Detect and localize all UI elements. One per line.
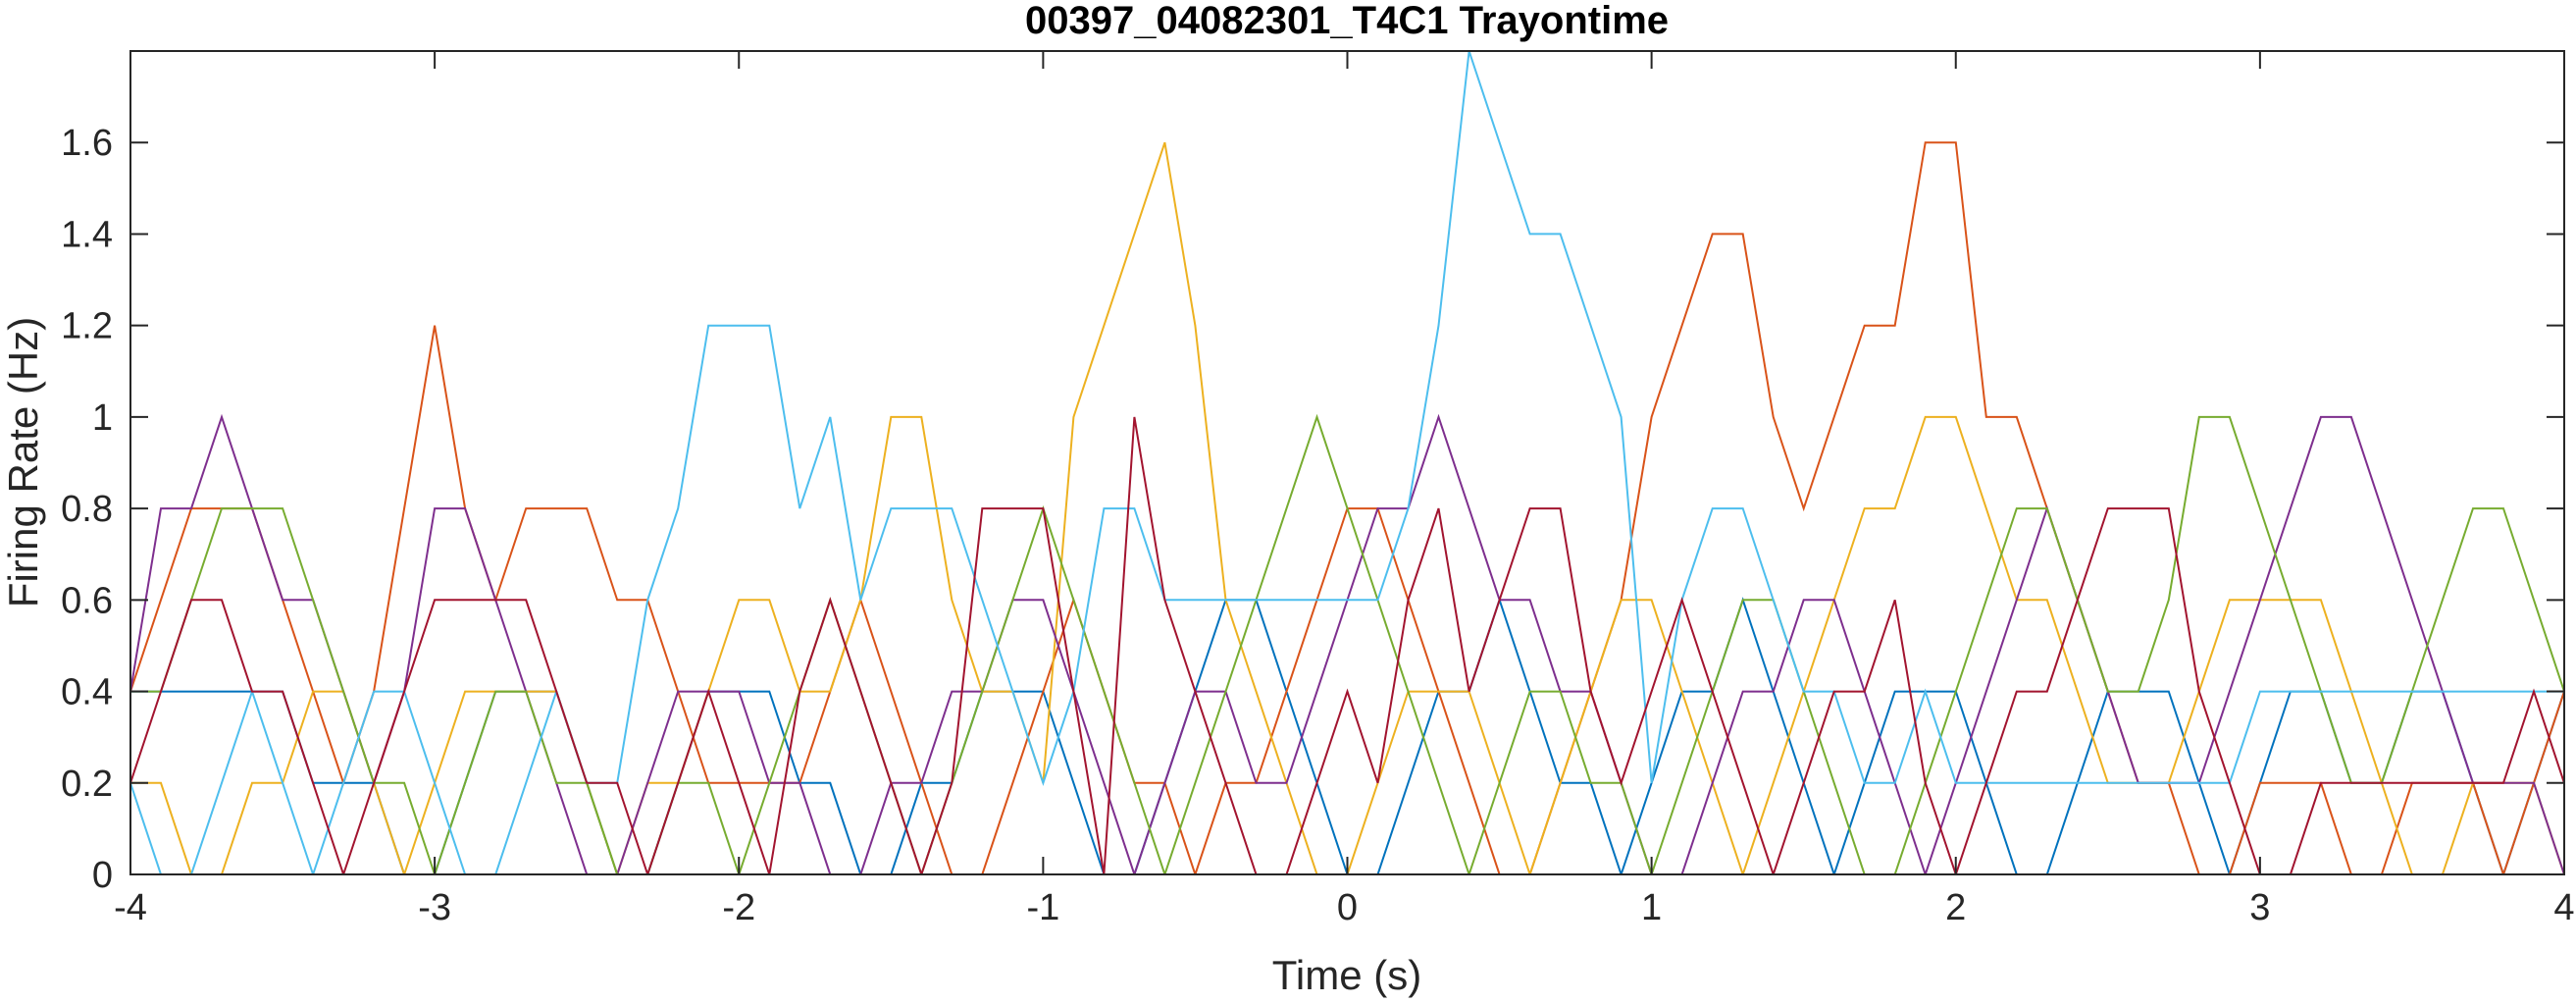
y-tick-label: 0.8 — [61, 489, 113, 530]
series-line — [130, 416, 2564, 874]
x-tick-label: -3 — [418, 887, 451, 928]
x-tick-label: -1 — [1026, 887, 1059, 928]
x-tick-label: 2 — [1945, 887, 1966, 928]
x-axis-label: Time (s) — [1272, 952, 1421, 998]
x-tick-label: 1 — [1641, 887, 1662, 928]
y-tick-label: 1.2 — [61, 306, 113, 347]
y-tick-label: 0.6 — [61, 580, 113, 621]
y-tick-label: 1.6 — [61, 123, 113, 164]
series-lines — [130, 51, 2564, 874]
chart-title: 00397_04082301_T4C1 Trayontime — [1025, 0, 1669, 42]
y-tick-label: 1.4 — [61, 214, 113, 255]
y-tick-label: 0.2 — [61, 764, 113, 805]
x-tick-label: -4 — [114, 887, 147, 928]
y-tick-label: 0 — [92, 855, 113, 896]
y-axis-label: Firing Rate (Hz) — [0, 317, 46, 607]
series-line — [130, 413, 2564, 874]
y-tick-label: 1 — [92, 397, 113, 439]
plot-area — [130, 51, 2564, 874]
x-tick-label: 4 — [2553, 887, 2574, 928]
y-tick-label: 0.4 — [61, 672, 113, 713]
series-line — [130, 51, 2564, 874]
x-tick-label: 3 — [2249, 887, 2270, 928]
x-tick-label: 0 — [1337, 887, 1358, 928]
axis-ticks: -4 -3 -2 -1 0 1 2 3 4 0 0.2 0.4 0.6 0.8 1 1.2 1.4 1.6 — [61, 51, 2575, 928]
x-tick-label: -2 — [722, 887, 755, 928]
